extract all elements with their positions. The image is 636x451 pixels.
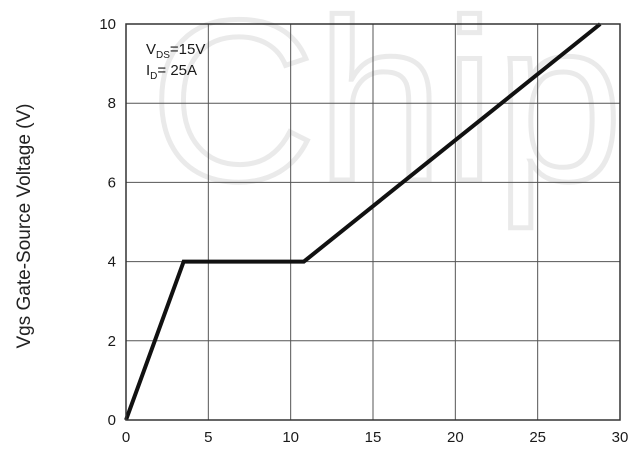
y-tick-label: 0 [108,412,116,429]
y-tick-labels: 0 2 4 6 8 10 [99,16,116,429]
x-tick-label: 20 [447,429,464,446]
y-tick-label: 8 [108,95,116,112]
plot-frame [125,23,621,421]
id-prefix: I [146,62,150,79]
id-condition: ID= 25A [146,62,197,82]
x-tick-label: 10 [282,429,299,446]
x-tick-label: 5 [204,429,212,446]
x-tick-label: 15 [365,429,382,446]
y-tick-label: 4 [108,254,116,271]
y-tick-label: 10 [99,16,116,33]
x-tick-label: 0 [122,429,130,446]
vds-subscript: DS [156,50,170,61]
x-tick-label: 25 [529,429,546,446]
y-tick-label: 6 [108,174,116,191]
x-tick-label: 30 [612,429,629,446]
id-subscript: D [150,71,157,82]
vds-value: =15V [170,41,205,58]
vds-condition: VDS=15V [146,41,205,61]
condition-annotation: VDS=15V ID= 25A [146,41,205,82]
gate-charge-curve [124,22,602,421]
x-tick-labels: 0 5 10 15 20 25 30 [122,429,629,446]
vds-prefix: V [146,41,156,58]
y-axis-label: Vgs Gate-Source Voltage (V) [14,103,35,348]
y-tick-label: 2 [108,333,116,350]
id-value: = 25A [157,62,197,79]
series-layer [124,22,602,421]
